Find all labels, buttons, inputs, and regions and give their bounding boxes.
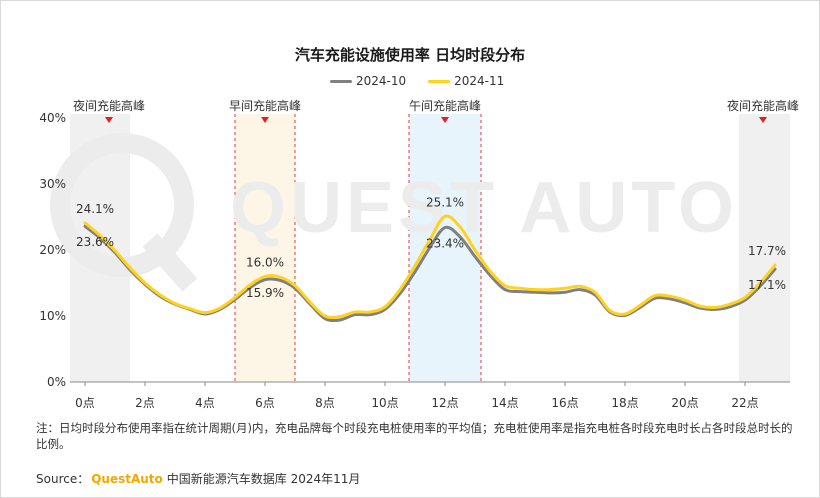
x-tick-label: 18点	[611, 396, 638, 410]
source-prefix: Source：	[36, 472, 90, 486]
peak-band-label-2: 午间充能高峰	[409, 98, 481, 113]
legend-swatch-2024-10	[330, 79, 352, 83]
x-tick-label: 10点	[371, 396, 398, 410]
x-tick-label: 0点	[75, 396, 95, 410]
peak-marker-2	[441, 117, 449, 123]
data-label-2024-10: 23.6%	[76, 235, 114, 249]
data-label-2024-10: 23.4%	[426, 237, 464, 251]
peak-band-label-0: 夜间充能高峰	[73, 98, 145, 113]
peak-marker-0	[105, 117, 113, 123]
chart-title: 汽车充能设施使用率 日均时段分布	[294, 46, 526, 64]
source-text: 中国新能源汽车数据库 2024年11月	[166, 472, 361, 486]
axes: 0% 10% 20% 30% 40% 0点 2点 4点 6点 8点 10点 12点 14点 16点 18点 2…	[39, 111, 790, 410]
data-label-2024-10: 15.9%	[246, 286, 284, 300]
peak-marker-3	[759, 117, 767, 123]
x-tick-label: 20点	[671, 396, 698, 410]
peak-band-1	[235, 114, 295, 382]
source-brand: QuestAuto	[91, 472, 163, 486]
data-labels: 24.1% 23.6% 16.0% 15.9% 25.1% 23.4% 17.7% 17.1%	[76, 195, 786, 300]
footnote: 注：日均时段分布使用率指在统计周期(月)内，充电品牌每个时段充电桩使用率的平均值…	[36, 421, 793, 451]
x-tick-label: 4点	[195, 396, 215, 410]
legend-swatch-2024-11	[428, 79, 451, 83]
peak-band-label-1: 早间充能高峰	[229, 98, 301, 113]
y-tick-label: 20%	[39, 243, 66, 257]
source-line: Source： QuestAuto 中国新能源汽车数据库 2024年11月	[36, 470, 360, 487]
data-label-2024-11: 24.1%	[76, 202, 114, 216]
series-line-2024-11	[83, 214, 777, 319]
y-tick-label: 30%	[39, 177, 66, 191]
watermark-logo-ring	[50, 133, 194, 277]
x-tick-label: 14点	[491, 396, 518, 410]
legend-item-2024-11: 2024-11	[428, 74, 504, 88]
y-tick-label: 40%	[39, 111, 66, 125]
y-tick-label: 0%	[47, 375, 66, 389]
data-label-2024-11: 25.1%	[426, 195, 464, 209]
data-label-2024-11: 16.0%	[246, 255, 284, 269]
y-tick-label: 10%	[39, 309, 66, 323]
watermark-logo-tail	[142, 233, 198, 292]
watermark: QUEST AUTO	[50, 133, 738, 292]
x-tick-label: 12点	[431, 396, 458, 410]
chart-legend: 2024-10 2024-11	[330, 74, 504, 88]
peak-band-label-3: 夜间充能高峰	[727, 98, 799, 113]
watermark-text: QUEST AUTO	[230, 168, 738, 248]
peak-marker-1	[261, 117, 269, 123]
series-lines	[83, 214, 777, 323]
x-tick-label: 16点	[551, 396, 578, 410]
peak-band-3	[739, 114, 790, 382]
legend-label-2024-11: 2024-11	[454, 74, 505, 88]
data-label-2024-10: 17.1%	[748, 278, 786, 292]
legend-label-2024-10: 2024-10	[356, 74, 407, 88]
x-tick-label: 22点	[731, 396, 758, 410]
x-tick-label: 2点	[135, 396, 155, 410]
x-tick-label: 6点	[255, 396, 275, 410]
legend-item-2024-10: 2024-10	[330, 74, 406, 88]
x-tick-label: 8点	[315, 396, 335, 410]
data-label-2024-11: 17.7%	[748, 244, 786, 258]
